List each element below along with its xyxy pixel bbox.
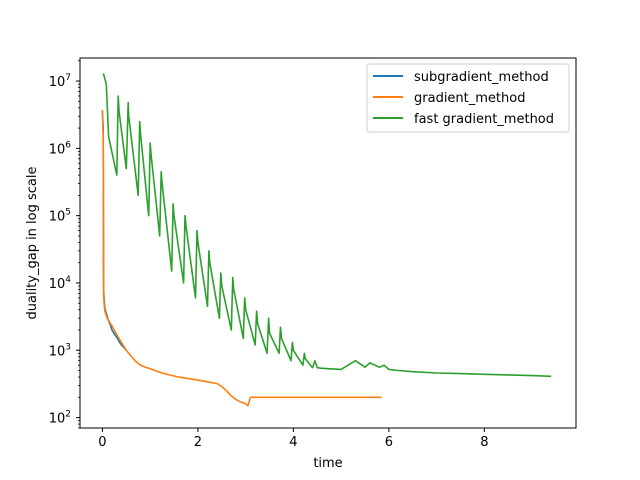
series-line-gradient-method bbox=[101, 110, 382, 407]
y-tick-label: 104 bbox=[49, 275, 72, 292]
series-layer bbox=[101, 73, 552, 407]
y-tick-label: 102 bbox=[49, 410, 71, 427]
x-tick-label: 6 bbox=[385, 435, 393, 450]
x-tick-label: 8 bbox=[480, 435, 488, 450]
y-tick-label: 107 bbox=[49, 73, 71, 90]
x-tick-label: 2 bbox=[194, 435, 202, 450]
legend-label-gradient: gradient_method bbox=[414, 91, 525, 106]
legend: subgradient_method gradient_method fast … bbox=[366, 63, 570, 133]
series-line-fast-gradient-method bbox=[102, 73, 552, 378]
legend-label-fast-gradient: fast gradient_method bbox=[414, 112, 554, 127]
x-tick-label: 0 bbox=[98, 435, 106, 450]
legend-label-subgradient: subgradient_method bbox=[414, 70, 549, 85]
y-tick-label: 103 bbox=[49, 342, 71, 359]
plot-frame bbox=[79, 57, 577, 429]
y-tick-label: 105 bbox=[49, 208, 71, 225]
x-axis-label: time bbox=[313, 456, 342, 471]
x-ticks: 0 2 4 6 8 bbox=[98, 428, 488, 450]
y-tick-label: 106 bbox=[49, 140, 72, 157]
y-ticks: 102 103 104 105 106 107 bbox=[49, 60, 80, 429]
legend-box bbox=[366, 63, 570, 133]
y-axis-label: duality_gap in log scale bbox=[25, 166, 40, 319]
x-tick-label: 4 bbox=[289, 435, 297, 450]
